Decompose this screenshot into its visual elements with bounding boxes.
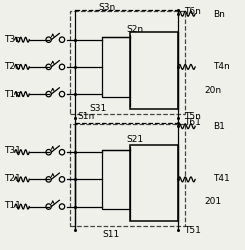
Text: S2n: S2n (126, 25, 143, 34)
Text: S11: S11 (102, 230, 119, 239)
Bar (70, 124, 185, 226)
Text: T2n: T2n (4, 62, 21, 72)
Text: T5n: T5n (184, 112, 201, 121)
Text: S3n: S3n (98, 3, 116, 12)
Text: S21: S21 (126, 135, 143, 144)
Bar (130, 32, 178, 109)
Text: T4n: T4n (213, 62, 230, 72)
Text: T1n: T1n (4, 90, 21, 98)
Text: T31: T31 (4, 146, 21, 156)
Text: T41: T41 (213, 174, 230, 183)
Text: T61: T61 (184, 118, 201, 127)
Text: 20n: 20n (205, 86, 222, 95)
Text: T51: T51 (184, 226, 201, 234)
Text: S31: S31 (90, 104, 107, 114)
Text: Bn: Bn (213, 10, 225, 20)
Bar (102, 37, 130, 96)
Text: S1n: S1n (78, 112, 95, 121)
Bar (130, 145, 178, 222)
Text: T11: T11 (4, 201, 21, 210)
Text: T21: T21 (4, 174, 21, 183)
Text: T3n: T3n (4, 35, 21, 44)
Bar (70, 11, 185, 114)
Text: T6n: T6n (184, 7, 201, 16)
Text: 201: 201 (205, 197, 222, 206)
Bar (102, 150, 130, 209)
Text: B1: B1 (213, 122, 225, 131)
